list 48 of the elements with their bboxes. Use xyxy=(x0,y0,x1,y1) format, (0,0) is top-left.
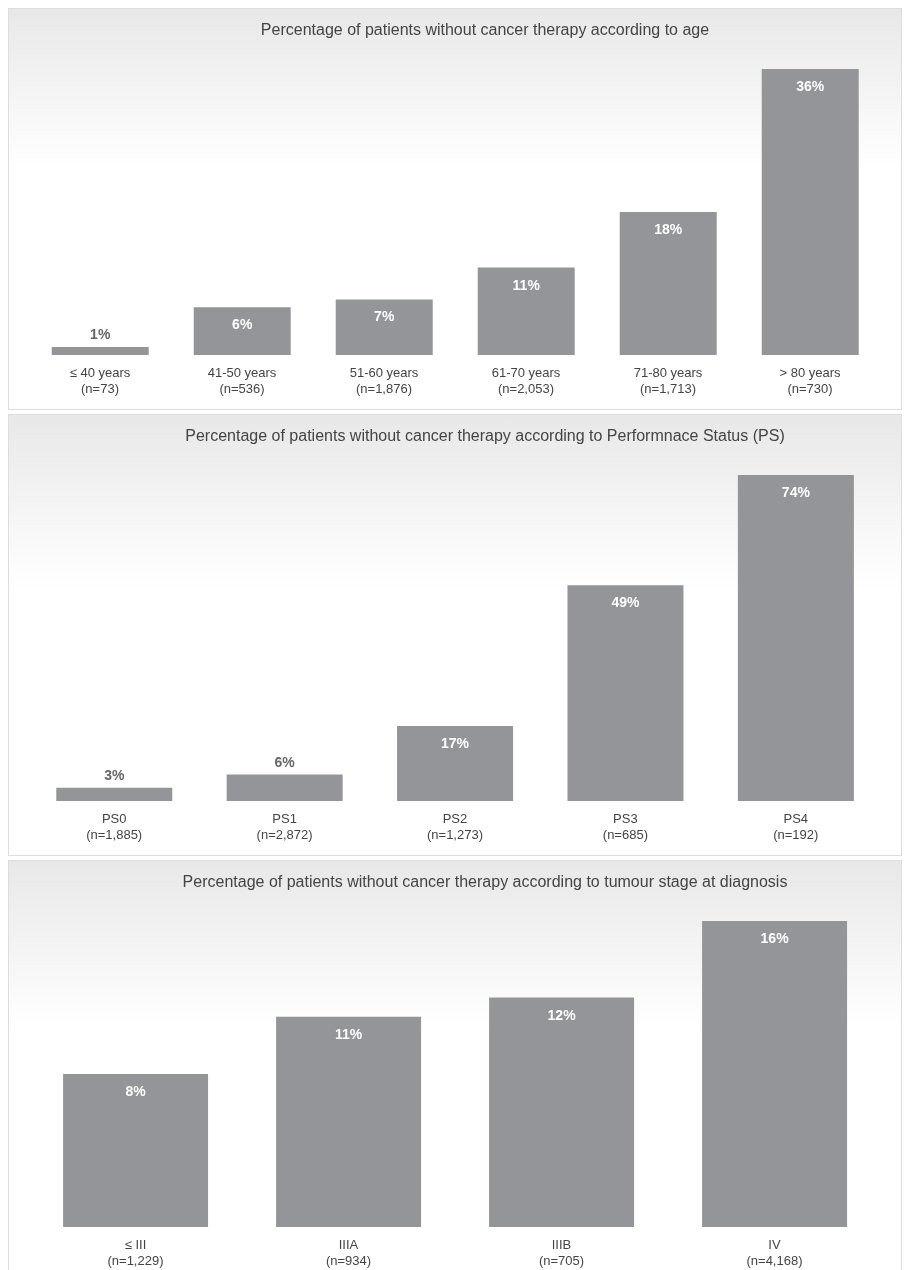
x-tick-label: > 80 years (n=730) xyxy=(779,365,842,396)
x-tick-label: 71-80 years (n=1,713) xyxy=(633,365,703,396)
bar xyxy=(702,921,848,1227)
x-tick-label: 41-50 years (n=536) xyxy=(207,365,277,396)
chart-title: Percentage of patients without cancer therapy according to age xyxy=(259,20,711,39)
bar xyxy=(226,774,343,801)
x-tick-label: PS4 (n=192) xyxy=(773,811,819,842)
data-label: 7% xyxy=(374,308,395,325)
data-label: 49% xyxy=(611,594,641,611)
bar xyxy=(619,212,717,355)
bar xyxy=(193,307,291,355)
data-label: 3% xyxy=(104,766,125,783)
x-tick-label: IIIB (n=705) xyxy=(538,1237,585,1268)
data-label: 18% xyxy=(654,221,683,237)
bar xyxy=(63,1074,209,1227)
x-tick-label: PS3 (n=685) xyxy=(602,811,648,842)
x-tick-label: PS1 (n=2,872) xyxy=(256,811,313,842)
data-label: 8% xyxy=(125,1083,147,1099)
data-label: 6% xyxy=(274,753,296,770)
data-label: 36% xyxy=(796,78,825,94)
x-tick-label: ≤ 40 years (n=73) xyxy=(69,365,131,396)
x-tick-label: IV (n=4,168) xyxy=(746,1237,803,1268)
data-label: 11% xyxy=(512,276,541,293)
data-label: 11% xyxy=(334,1025,363,1042)
chart-title: Percentage of patients without cancer therapy according to Performnace Status (PS) xyxy=(184,426,786,445)
data-label: 12% xyxy=(547,1006,577,1023)
bar xyxy=(56,787,173,801)
x-tick-label: PS2 (n=1,273) xyxy=(426,811,484,842)
bar xyxy=(761,69,859,355)
x-tick-label: PS0 (n=1,885) xyxy=(86,811,143,842)
data-label: 6% xyxy=(232,316,253,333)
data-label: 17% xyxy=(441,735,470,752)
bar xyxy=(477,267,575,355)
bar xyxy=(397,726,514,801)
x-tick-label: IIIA (n=934) xyxy=(325,1237,372,1268)
chart-title: Percentage of patients without cancer therapy according to tumour stage at diagnosis xyxy=(181,872,789,891)
bar xyxy=(51,347,149,355)
x-tick-label: 51-60 years (n=1,876) xyxy=(349,365,419,396)
bar xyxy=(276,1016,422,1227)
data-label: 74% xyxy=(781,484,811,500)
data-label: 1% xyxy=(90,326,111,343)
x-tick-label: ≤ III (n=1,229) xyxy=(107,1237,164,1268)
bar xyxy=(737,475,854,801)
x-tick-label: 61-70 years (n=2,053) xyxy=(491,365,561,396)
bar xyxy=(489,997,635,1227)
bar xyxy=(567,585,684,801)
bar xyxy=(335,299,433,355)
data-label: 16% xyxy=(760,930,790,946)
